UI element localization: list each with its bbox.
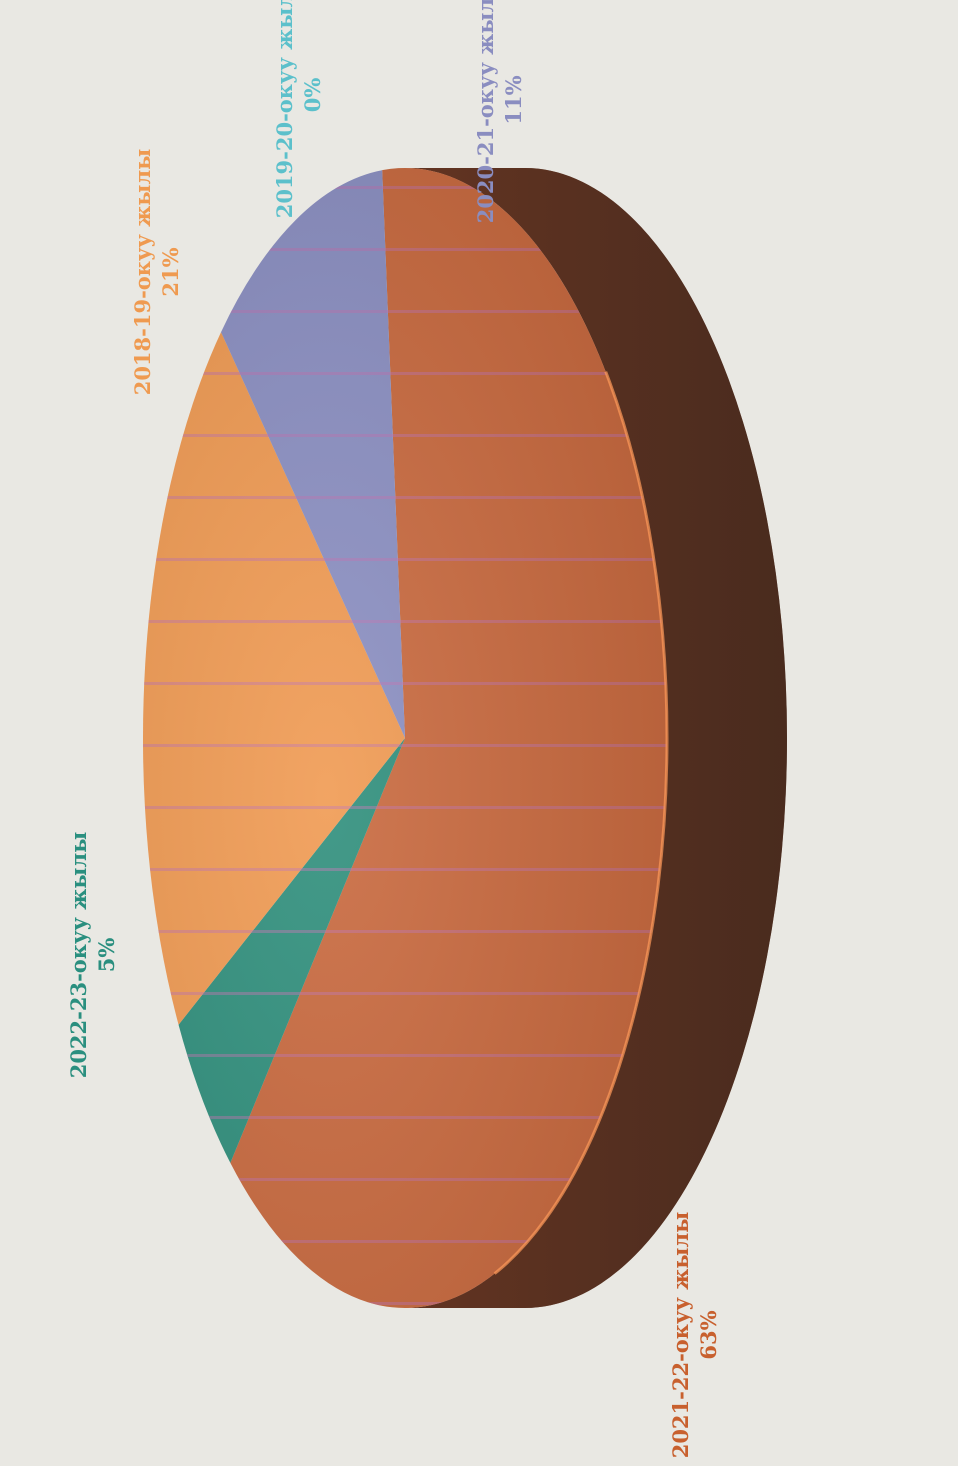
pie-top-shading	[143, 168, 667, 1308]
pie-side-wall	[405, 168, 787, 1308]
data-label-4: 2020-21-окуу жылы 11%	[473, 0, 526, 223]
slice-label-1: 2022-23-окуу жылы	[66, 832, 91, 1079]
slice-label-2: 2018-19-окуу жылы	[130, 149, 155, 396]
data-label-0: 2021-22-окуу жылы 63%	[668, 1212, 721, 1459]
slice-percent-4: 11%	[501, 75, 526, 124]
slice-percent-3: 0%	[300, 78, 325, 113]
data-label-3: 2019-20-окуу жылы 0%	[272, 0, 325, 218]
pie-rim-highlight	[493, 371, 669, 1275]
slice-percent-2: 21%	[158, 247, 183, 296]
slice-layer	[143, 167, 787, 1308]
label-layer: 2021-22-окуу жылы 63%2022-23-окуу жылы 5%2…	[66, 0, 721, 1458]
slice-percent-0: 63%	[696, 1310, 721, 1359]
slice-percent-1: 5%	[94, 938, 119, 973]
data-label-2: 2018-19-окуу жылы 21%	[130, 149, 183, 396]
slice-label-0: 2021-22-окуу жылы	[668, 1212, 693, 1459]
data-label-1: 2022-23-окуу жылы 5%	[66, 832, 119, 1079]
slice-label-4: 2020-21-окуу жылы	[473, 0, 498, 223]
slice-label-3: 2019-20-окуу жылы	[272, 0, 297, 218]
pie-side-shading	[405, 168, 787, 1308]
